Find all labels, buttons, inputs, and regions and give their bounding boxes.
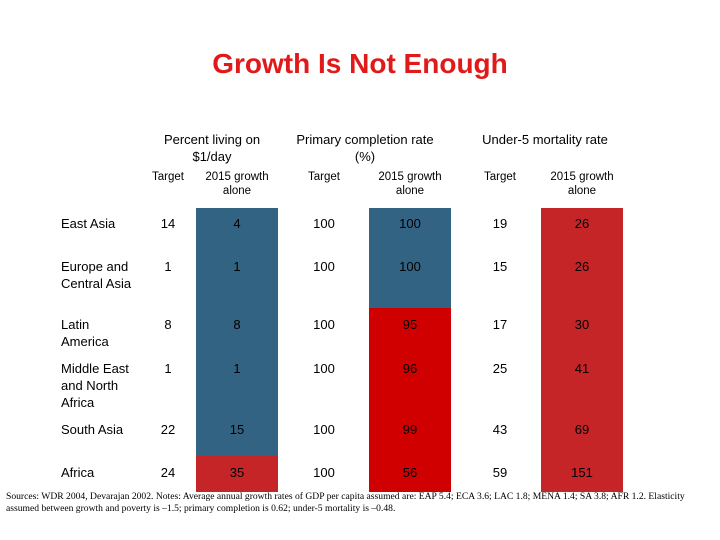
cell-sa-poverty-growth: 15 [229,422,245,437]
row-label-middle-east-north-africa: Middle East and North Africa [61,361,129,410]
row-label-east-asia: East Asia [61,216,116,231]
cell-afr-completion-target: 100 [313,465,335,480]
cell-afr-mortality-target: 59 [492,465,508,480]
row-label-latin-america: Latin America [61,317,109,349]
mortality-growth-fill-off-track [541,208,623,492]
subheader-mortality-growth: 2015 growth alone [550,171,614,197]
subheader-poverty-growth: 2015 growth alone [205,171,269,197]
cell-mena-completion-target: 100 [313,361,335,376]
subheader-mortality-target: Target [484,171,516,183]
cell-afr-mortality-growth: 151 [571,465,593,480]
cell-eca-mortality-target: 15 [492,259,508,274]
poverty-growth-fill-on-track [196,208,278,456]
cell-east-asia-completion-target: 100 [313,216,335,231]
cell-afr-completion-growth: 56 [402,465,418,480]
group-header-poverty: Percent living on $1/day [163,132,261,164]
cell-afr-poverty-target: 24 [160,465,176,480]
cell-lac-poverty-growth: 8 [233,317,241,332]
cell-east-asia-completion-growth: 100 [399,216,421,231]
cell-lac-mortality-growth: 30 [574,317,590,332]
subheader-completion-target: Target [308,171,340,183]
cell-east-asia-mortality-growth: 26 [574,216,590,231]
group-header-primary-completion: Primary completion rate (%) [296,132,434,164]
row-label-south-asia: South Asia [61,422,124,437]
cell-sa-mortality-target: 43 [492,422,508,437]
completion-growth-fill-on-track [369,208,451,308]
poverty-growth-fill-off-track [196,456,278,492]
cell-eca-mortality-growth: 26 [574,259,590,274]
group-header-under5-mortality: Under-5 mortality rate [482,132,608,147]
cell-east-asia-mortality-target: 19 [492,216,508,231]
cell-mena-poverty-growth: 1 [233,361,241,376]
cell-eca-completion-growth: 100 [399,259,421,274]
cell-lac-poverty-target: 8 [164,317,172,332]
cell-afr-poverty-growth: 35 [229,465,245,480]
row-label-africa: Africa [61,465,95,480]
cell-eca-poverty-target: 1 [164,259,172,274]
cell-eca-completion-target: 100 [313,259,335,274]
cell-lac-mortality-target: 17 [492,317,508,332]
cell-mena-mortality-growth: 41 [574,361,590,376]
completion-growth-fill-off-track [369,308,451,492]
cell-mena-completion-growth: 96 [402,361,418,376]
cell-mena-mortality-target: 25 [492,361,508,376]
cell-sa-completion-growth: 99 [402,422,418,437]
subheader-completion-growth: 2015 growth alone [378,171,442,197]
row-label-europe-central-asia: Europe and Central Asia [61,259,132,291]
cell-sa-completion-target: 100 [313,422,335,437]
cell-eca-poverty-growth: 1 [233,259,241,274]
cell-sa-poverty-target: 22 [160,422,176,437]
cell-sa-mortality-growth: 69 [574,422,590,437]
cell-lac-completion-growth: 95 [402,317,418,332]
footnote: Sources: WDR 2004, Devarajan 2002. Notes… [6,491,685,514]
slide-title: Growth Is Not Enough [212,48,508,79]
cell-east-asia-poverty-growth: 4 [233,216,241,231]
cell-mena-poverty-target: 1 [164,361,172,376]
cell-east-asia-poverty-target: 14 [160,216,176,231]
cell-lac-completion-target: 100 [313,317,335,332]
subheader-poverty-target: Target [152,171,184,183]
